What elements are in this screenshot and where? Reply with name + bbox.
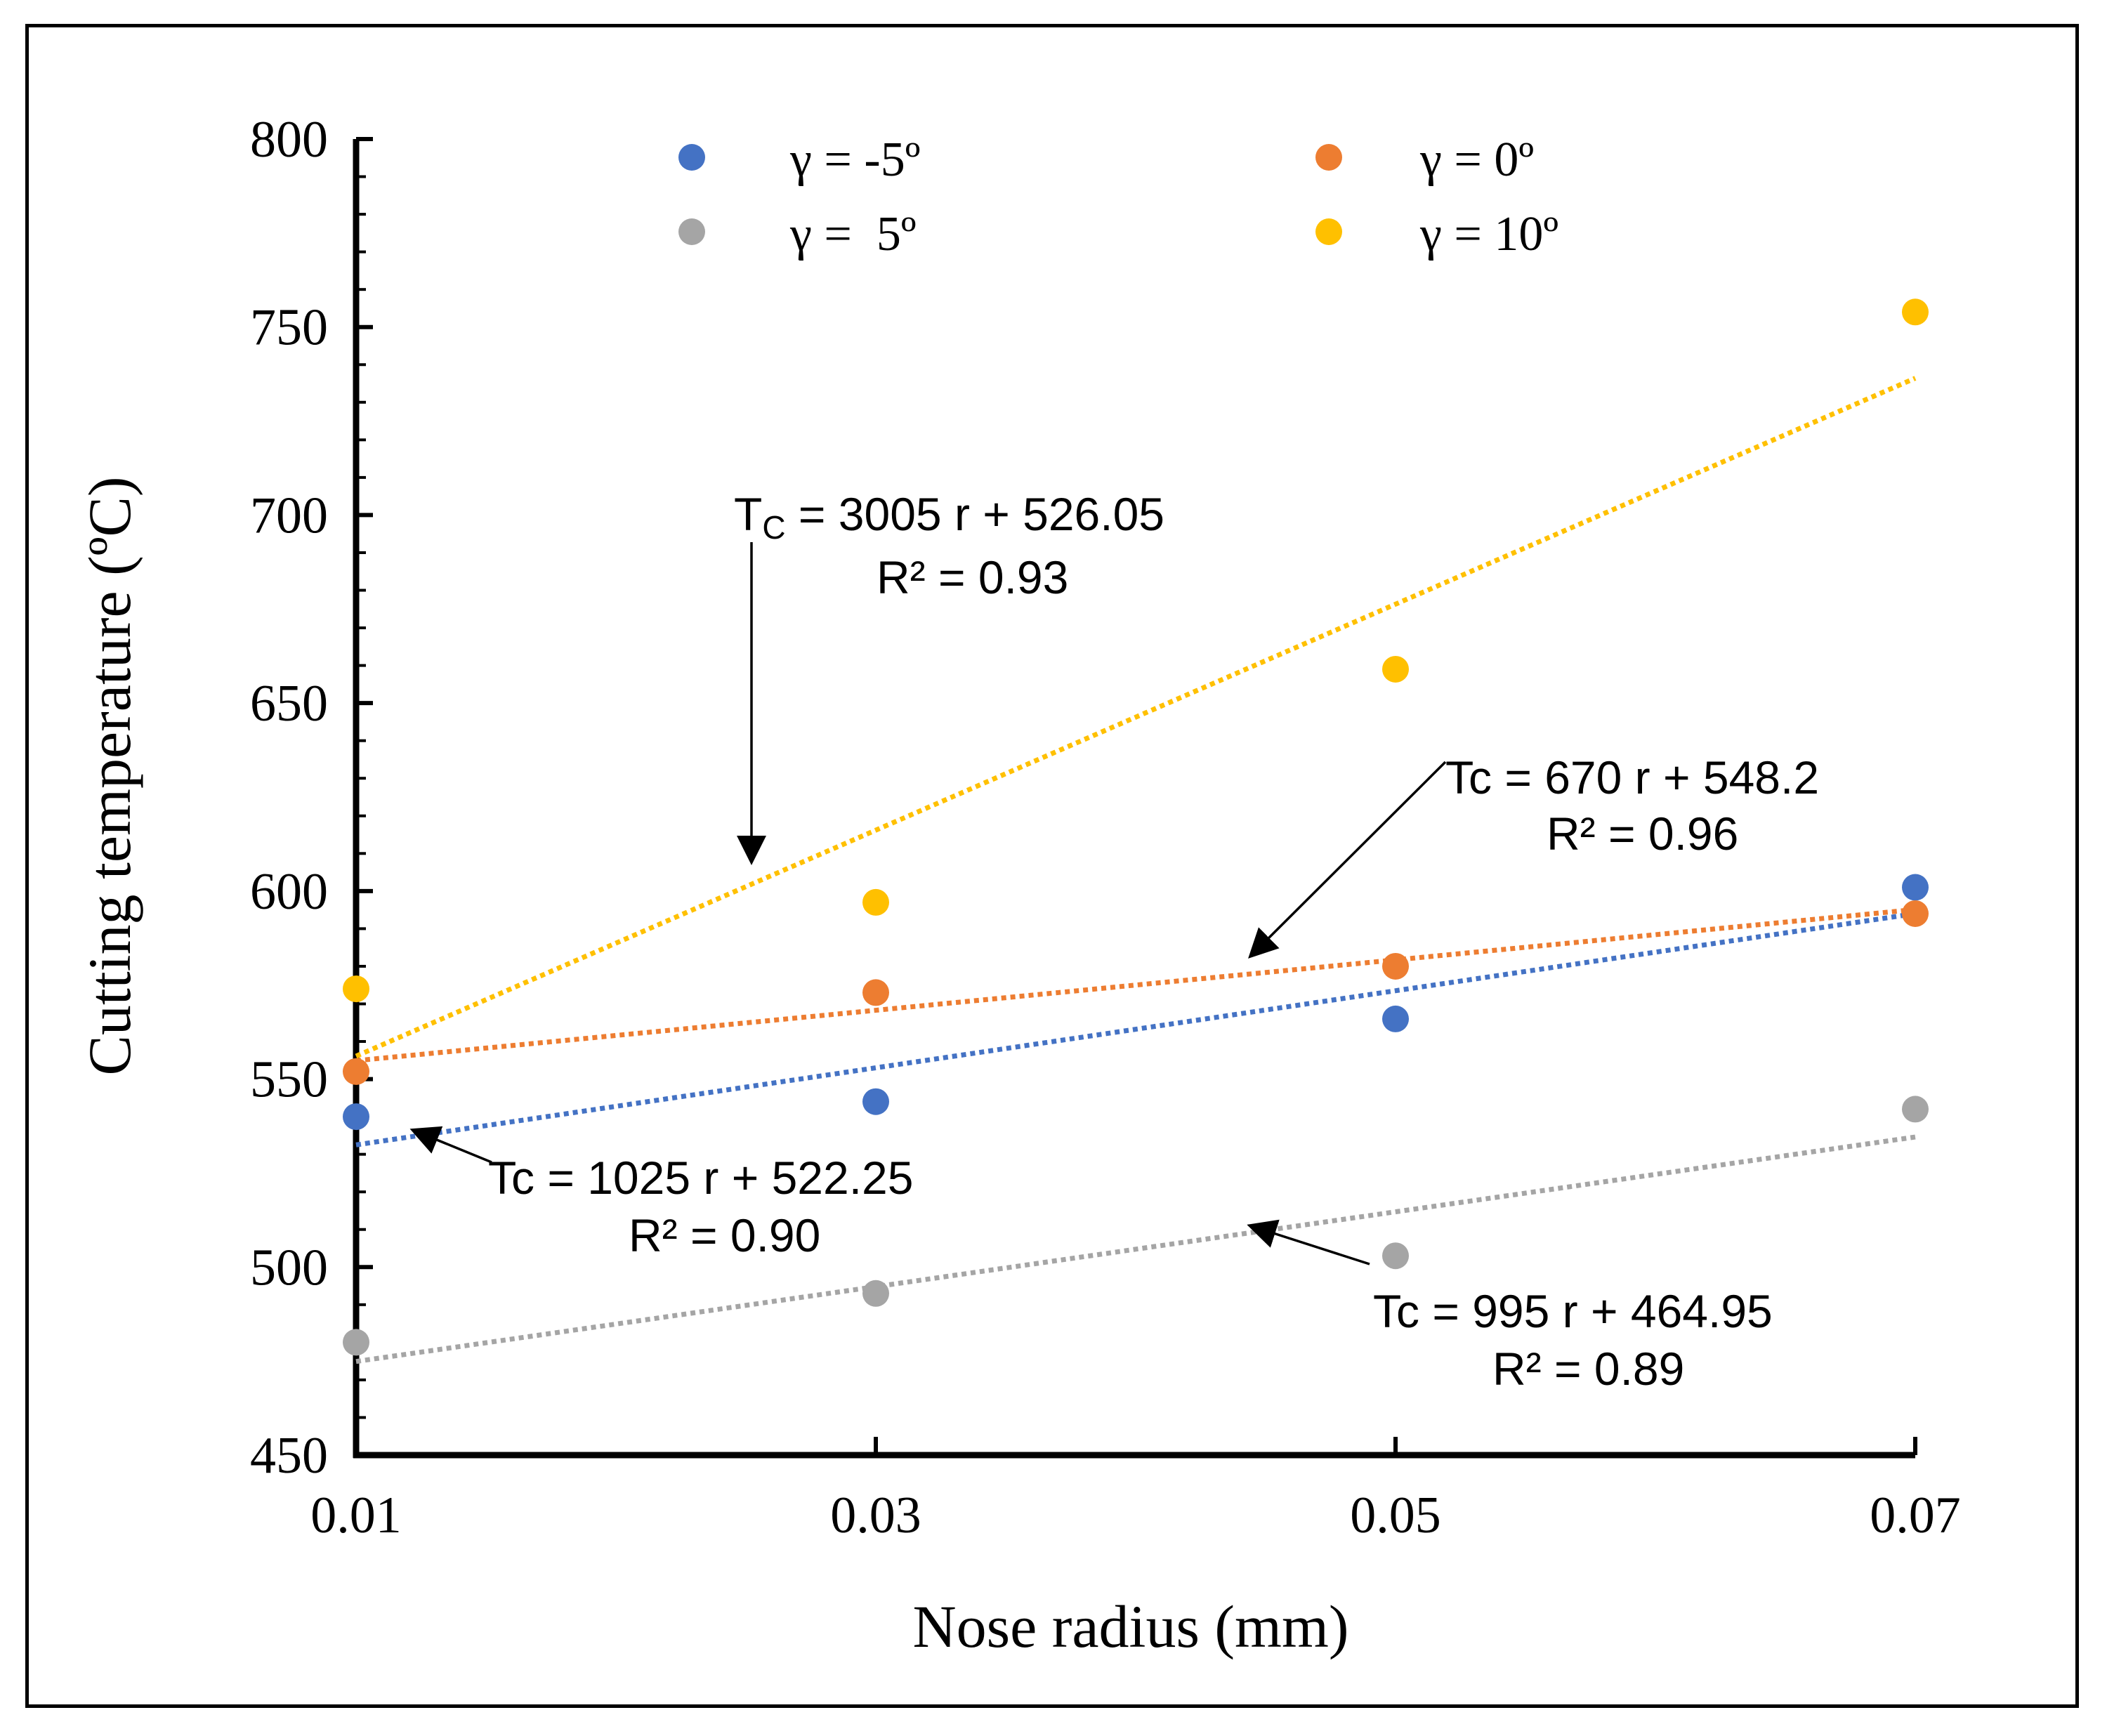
- trendline-gamma-0: [355, 907, 1916, 1063]
- legend-label-gamma-minus-5: γ = -5º: [789, 133, 920, 187]
- x-axis-title: Nose radius (mm): [913, 1593, 1349, 1660]
- x-ticks: 0.01 0.03 0.05 0.07: [310, 1437, 1961, 1544]
- y-tick-label: 600: [250, 863, 328, 921]
- legend-marker-gamma-10: [1315, 218, 1342, 245]
- point-gamma-10: [862, 888, 889, 916]
- legend-label-gamma-10: γ = 10º: [1419, 207, 1558, 261]
- point-gamma-0: [862, 979, 889, 1006]
- annotation-gamma-minus-5-arrow: [409, 1126, 492, 1164]
- point-gamma-5: [862, 1280, 889, 1307]
- legend: γ = -5º γ = 0º γ = 5º γ = 10º: [678, 133, 1558, 261]
- point-gamma-minus-5: [343, 1103, 369, 1131]
- annotation-gamma-5-equation: Tc = 995 r + 464.95: [1373, 1285, 1773, 1337]
- annotation-gamma-0-equation: Tc = 670 r + 548.2: [1445, 751, 1819, 803]
- legend-marker-gamma-0: [1315, 144, 1342, 171]
- y-tick-label: 500: [250, 1239, 328, 1296]
- y-tick-label: 700: [250, 487, 328, 544]
- point-gamma-0: [1382, 952, 1409, 980]
- annotation-gamma-5-arrow: [1247, 1219, 1370, 1265]
- y-axis-title: Cutting temperature (ºC): [76, 477, 143, 1076]
- y-tick-label: 750: [250, 299, 328, 357]
- annotation-gamma-10-eq-pre: T: [734, 488, 762, 540]
- x-tick-label: 0.05: [1350, 1487, 1441, 1544]
- point-gamma-minus-5: [1902, 874, 1929, 901]
- y-tick-label: 650: [250, 675, 328, 732]
- trendline-gamma-10: [355, 376, 1917, 1059]
- chart-frame: [25, 24, 2079, 1708]
- point-gamma-minus-5: [1382, 1005, 1409, 1032]
- legend-label-gamma-5: γ = 5º: [789, 207, 917, 261]
- point-gamma-10: [1902, 298, 1929, 326]
- point-gamma-5: [1902, 1096, 1929, 1123]
- annotation-gamma-10-r2: R² = 0.93: [877, 551, 1068, 603]
- point-gamma-10: [343, 975, 369, 1003]
- point-gamma-minus-5: [862, 1088, 889, 1115]
- point-gamma-10: [1382, 655, 1409, 683]
- annotation-gamma-0-arrow: [1248, 761, 1447, 959]
- annotation-gamma-0: Tc = 670 r + 548.2 R² = 0.96: [1248, 751, 1819, 959]
- x-tick-label: 0.07: [1870, 1487, 1961, 1544]
- data-points: [343, 298, 1929, 1356]
- y-tick-label: 450: [250, 1427, 328, 1485]
- point-gamma-0: [1902, 900, 1929, 927]
- annotation-gamma-minus-5: Tc = 1025 r + 522.25 R² = 0.90: [409, 1126, 913, 1261]
- annotation-gamma-10: TC = 3005 r + 526.05 R² = 0.93: [734, 488, 1164, 865]
- trend-lines: [355, 376, 1917, 1365]
- annotation-gamma-minus-5-equation: Tc = 1025 r + 522.25: [488, 1152, 913, 1204]
- annotation-gamma-0-r2: R² = 0.96: [1547, 808, 1738, 860]
- legend-marker-gamma-5: [678, 218, 705, 245]
- point-gamma-0: [343, 1058, 369, 1085]
- annotation-gamma-10-eq-sub: C: [762, 509, 785, 546]
- y-tick-label: 550: [250, 1051, 328, 1109]
- x-tick-label: 0.01: [310, 1487, 402, 1544]
- y-ticks: 450 500 550 600 650 700 750 800: [250, 111, 373, 1485]
- legend-label-gamma-0: γ = 0º: [1419, 133, 1534, 187]
- point-gamma-5: [1382, 1242, 1409, 1270]
- point-gamma-5: [343, 1329, 369, 1356]
- x-tick-label: 0.03: [830, 1487, 921, 1544]
- annotation-gamma-5: Tc = 995 r + 464.95 R² = 0.89: [1247, 1219, 1773, 1395]
- annotation-gamma-10-equation: TC = 3005 r + 526.05: [734, 488, 1164, 546]
- annotation-gamma-minus-5-r2: R² = 0.90: [629, 1209, 820, 1261]
- legend-marker-gamma-minus-5: [678, 144, 705, 171]
- y-tick-label: 800: [250, 111, 328, 169]
- trendline-gamma-minus-5: [355, 911, 1916, 1148]
- annotation-gamma-5-r2: R² = 0.89: [1492, 1343, 1684, 1395]
- trendline-gamma-5: [355, 1134, 1916, 1365]
- annotation-gamma-10-eq-post: = 3005 r + 526.05: [786, 488, 1164, 540]
